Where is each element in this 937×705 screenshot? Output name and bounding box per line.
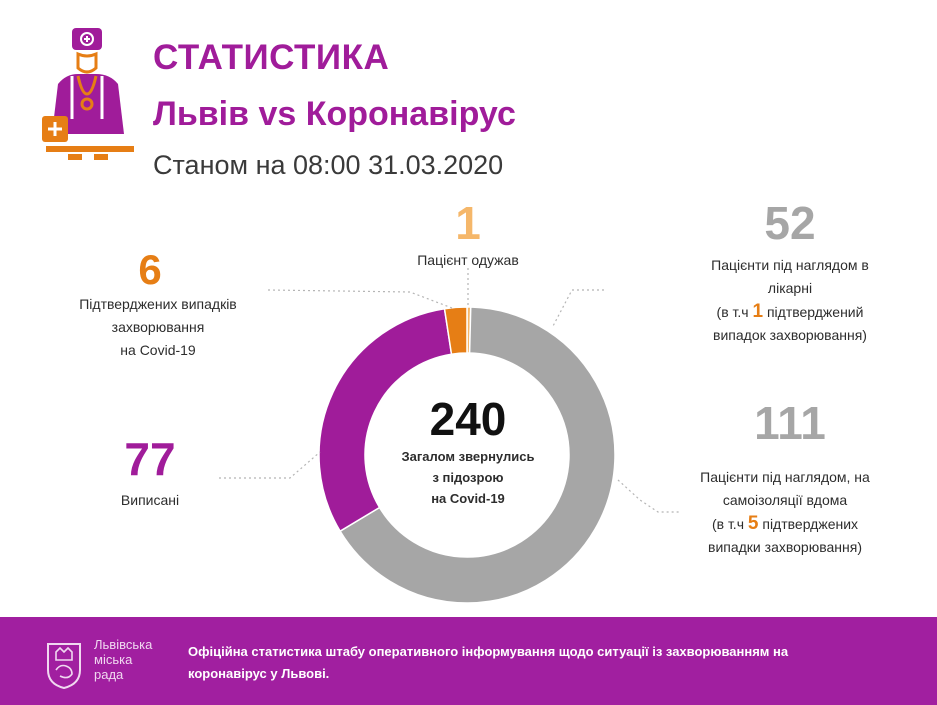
donut-chart	[318, 306, 616, 604]
confirmed-value: 6	[138, 246, 162, 293]
donut-slice-2	[318, 307, 453, 533]
footer-bar	[0, 617, 937, 705]
total-label: Загалом звернулись з підозрою на Covid-1…	[401, 449, 535, 506]
discharged-label: Виписані	[120, 492, 180, 508]
hospital-label: Пацієнти під наглядом в лікарні (в т.ч 1…	[711, 257, 869, 343]
discharged-value: 77	[124, 433, 176, 485]
doctor-icon	[42, 28, 134, 160]
total-value: 240	[429, 393, 507, 445]
donut-slice-1	[339, 306, 616, 604]
confirmed-label: Підтверджених випадків захворювання на C…	[79, 296, 237, 358]
home-label: Пацієнти під наглядом, на самоізоляції в…	[700, 469, 870, 555]
report-date: Станом на 08:00 31.03.2020	[153, 150, 504, 180]
city-council-logo-text: Львівська міська рада	[94, 637, 153, 682]
home-value: 111	[754, 397, 826, 449]
page-subtitle: Львів vs Коронавірус	[153, 95, 516, 133]
footer-text: Офіційна статистика штабу оперативного і…	[188, 644, 789, 681]
recovered-label: Пацієнт одужав	[417, 252, 519, 268]
recovered-value: 1	[455, 197, 481, 249]
city-council-logo-icon	[47, 643, 81, 690]
hospital-value: 52	[764, 197, 816, 249]
page-title: СТАТИСТИКА	[153, 38, 390, 77]
